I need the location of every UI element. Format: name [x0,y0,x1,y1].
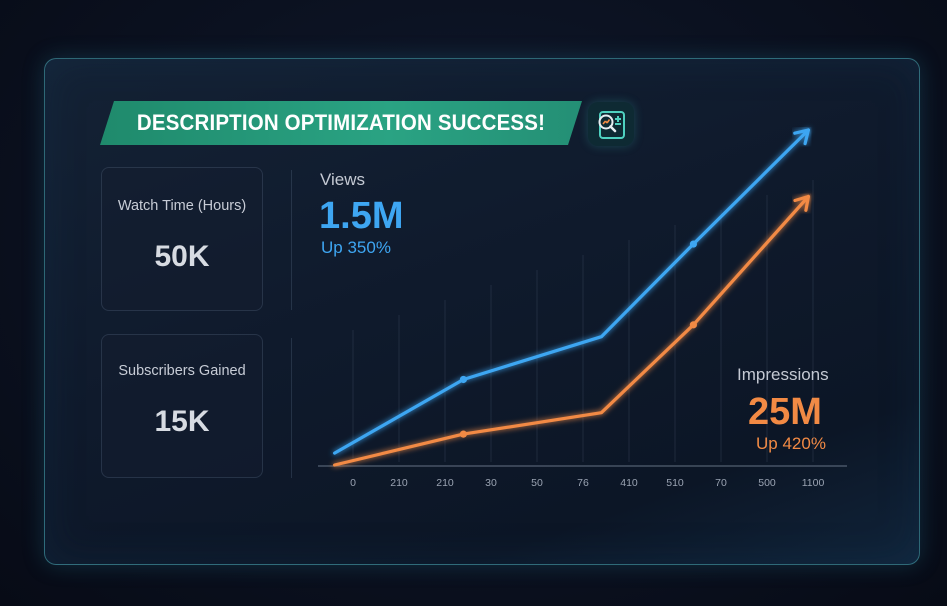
data-point [689,321,698,329]
impressions-label: Impressions [737,365,829,384]
separator-bottom [291,338,292,478]
arrowhead-views [793,128,810,146]
arrowhead-impressions [793,194,810,212]
x-tick-label: 30 [485,477,497,489]
impressions-change: Up 420% [756,434,826,453]
views-change: Up 350% [321,238,391,257]
x-tick-label: 70 [715,477,727,489]
impressions-value: 25M [748,391,822,433]
x-tick-label: 210 [436,477,454,489]
series-line-views [333,128,810,455]
x-tick-label: 210 [390,477,408,489]
separator-top [291,170,292,310]
data-point [459,375,467,384]
subscribers-label: Subscribers Gained [118,363,246,379]
data-point [459,430,467,438]
x-tick-label: 500 [758,477,776,489]
watch-time-label: Watch Time (Hours) [117,198,247,214]
x-tick-label: 50 [531,477,543,489]
x-tick-label: 1100 [802,477,825,489]
data-point [689,240,698,248]
subscribers-value: 15K [154,405,210,438]
analytics-search-icon[interactable] [588,102,634,146]
watch-time-card: Watch Time (Hours) 50K [101,167,263,311]
x-tick-label: 0 [350,477,356,489]
views-value: 1.5M [319,195,404,237]
x-tick-label: 510 [666,477,684,489]
x-tick-label: 76 [577,477,589,489]
x-tick-label: 410 [620,477,638,489]
series-line-impressions [333,194,810,467]
subscribers-card: Subscribers Gained 15K [101,334,263,478]
banner-title: DESCRIPTION OPTIMIZATION SUCCESS! [136,110,546,135]
title-banner: DESCRIPTION OPTIMIZATION SUCCESS! [100,101,582,145]
watch-time-value: 50K [154,240,210,273]
views-label: Views [320,170,366,189]
